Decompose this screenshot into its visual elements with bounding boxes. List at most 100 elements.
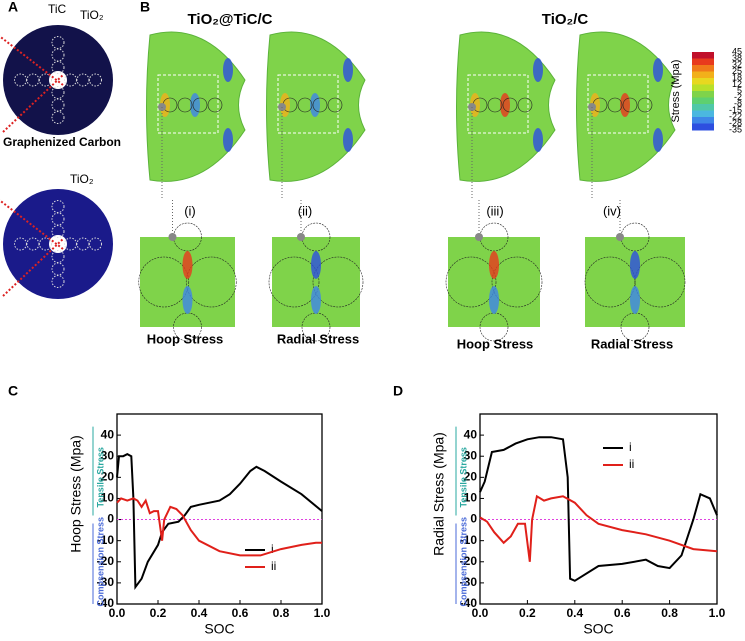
subparticle [312, 97, 328, 113]
subparticle [327, 97, 343, 113]
stress-spot [190, 93, 200, 117]
colorbar-tick: -2 [734, 92, 742, 102]
x-tick-label: 1.0 [314, 606, 331, 620]
subparticle [192, 97, 208, 113]
subparticle [607, 97, 623, 113]
colorbar-tick: -35 [729, 124, 742, 134]
y-axis-label: Hoop Stress (Mpa) [68, 435, 84, 552]
y-tick-label: -10 [460, 533, 478, 547]
y-tick-label: 40 [101, 427, 115, 441]
subparticle [487, 97, 503, 113]
x-tick-label: 1.0 [709, 606, 726, 620]
legend-label: ii [271, 559, 276, 573]
panel-letter: A [8, 0, 18, 15]
y-tick-label: 40 [464, 427, 478, 441]
subparticle [51, 275, 65, 288]
y-tick-label: 20 [101, 470, 115, 484]
y-tick-label: -40 [460, 596, 478, 610]
pointer [616, 233, 624, 241]
y-tick-label: 20 [464, 470, 478, 484]
x-tick-label: 0.8 [273, 606, 290, 620]
series-line [479, 436, 718, 582]
subparticle [177, 97, 193, 113]
leader [281, 107, 302, 237]
zoom-box [277, 74, 339, 134]
subparticle [517, 97, 533, 113]
label: TiO₂ [70, 172, 94, 186]
pointer [475, 233, 483, 241]
marker: (i) [184, 203, 196, 218]
subparticle [138, 256, 190, 308]
y-tick-label: -30 [460, 575, 478, 589]
x-tick-label: 0.4 [566, 606, 583, 620]
caption: Radial Stress [591, 336, 673, 351]
colorbar-band [692, 65, 714, 72]
y-tick-label: 10 [464, 491, 478, 505]
colorbar-tick: -28 [729, 118, 742, 128]
subparticle [185, 256, 237, 308]
subparticle [502, 97, 518, 113]
stress-spot [182, 286, 193, 314]
chart: 0.0 0.2 0.4 0.6 0.8 1.0 -40 -30 -20 -10 0 10 20 30 40 i… [68, 413, 331, 637]
stress-spot [310, 93, 320, 117]
y-tick-label: 30 [464, 448, 478, 462]
marker: (ii) [298, 203, 312, 218]
subparticle [634, 256, 686, 308]
zoom-box [467, 74, 529, 134]
colorbar-tick: 18 [732, 72, 742, 82]
colorbar-tick: 32 [732, 59, 742, 69]
subparticle [491, 256, 543, 308]
series-line [116, 497, 322, 557]
plot-frame [116, 413, 323, 605]
stress-spot [223, 58, 233, 82]
y-tick-label: -10 [97, 533, 115, 547]
x-tick-label: 0.2 [519, 606, 536, 620]
label: TiO₂ [80, 8, 104, 22]
stress-spot [653, 128, 663, 152]
colorbar-tick: -22 [729, 111, 742, 121]
colorbar-tick: -15 [729, 105, 742, 115]
caption: Hoop Stress [457, 336, 534, 351]
x-tick-label: 0.8 [661, 606, 678, 620]
y-tick-label: -40 [97, 596, 115, 610]
label: Graphenized Carbon [3, 135, 121, 149]
plot-frame [479, 413, 718, 605]
subparticle [51, 111, 65, 124]
stress-spot [223, 128, 233, 152]
colorbar-tick: -8 [734, 98, 742, 108]
stress-spot [311, 286, 321, 314]
y-tick-label: 10 [101, 491, 115, 505]
leader [591, 107, 621, 237]
y-tick-label: -20 [460, 554, 478, 568]
chart: 0.0 0.2 0.4 0.6 0.8 1.0 -40 -30 -20 -10 0 10 20 30 40 i… [431, 413, 726, 637]
x-tick-label: 0.0 [472, 606, 489, 620]
y-tick-label: -30 [97, 575, 115, 589]
colorbar-band [692, 78, 714, 85]
colorbar-band [692, 71, 714, 79]
stress-spot [653, 58, 663, 82]
annotation: Tensile Stress [458, 447, 468, 507]
colorbar-tick: 25 [732, 66, 742, 76]
annotation: Compsension Stress [95, 517, 105, 607]
stress-spot [620, 93, 630, 117]
cut-line [0, 199, 64, 250]
colorbar-tick: 5 [737, 85, 742, 95]
x-tick-label: 0.4 [191, 606, 208, 620]
stress-spot [311, 251, 321, 279]
pointer [168, 233, 177, 241]
x-axis-label: SOC [204, 621, 234, 637]
subparticle [637, 97, 653, 113]
marker: (iii) [486, 203, 503, 218]
stress-spot [182, 251, 193, 279]
cut-line [2, 74, 64, 133]
subparticle [312, 256, 364, 308]
subparticle [207, 97, 223, 113]
x-tick-label: 0.6 [232, 606, 249, 620]
subparticle [51, 250, 65, 263]
panel-letter: B [140, 0, 150, 15]
leader [161, 107, 173, 237]
panel-letter: C [8, 383, 18, 399]
legend-label: i [271, 542, 274, 556]
legend-label: ii [629, 457, 634, 471]
